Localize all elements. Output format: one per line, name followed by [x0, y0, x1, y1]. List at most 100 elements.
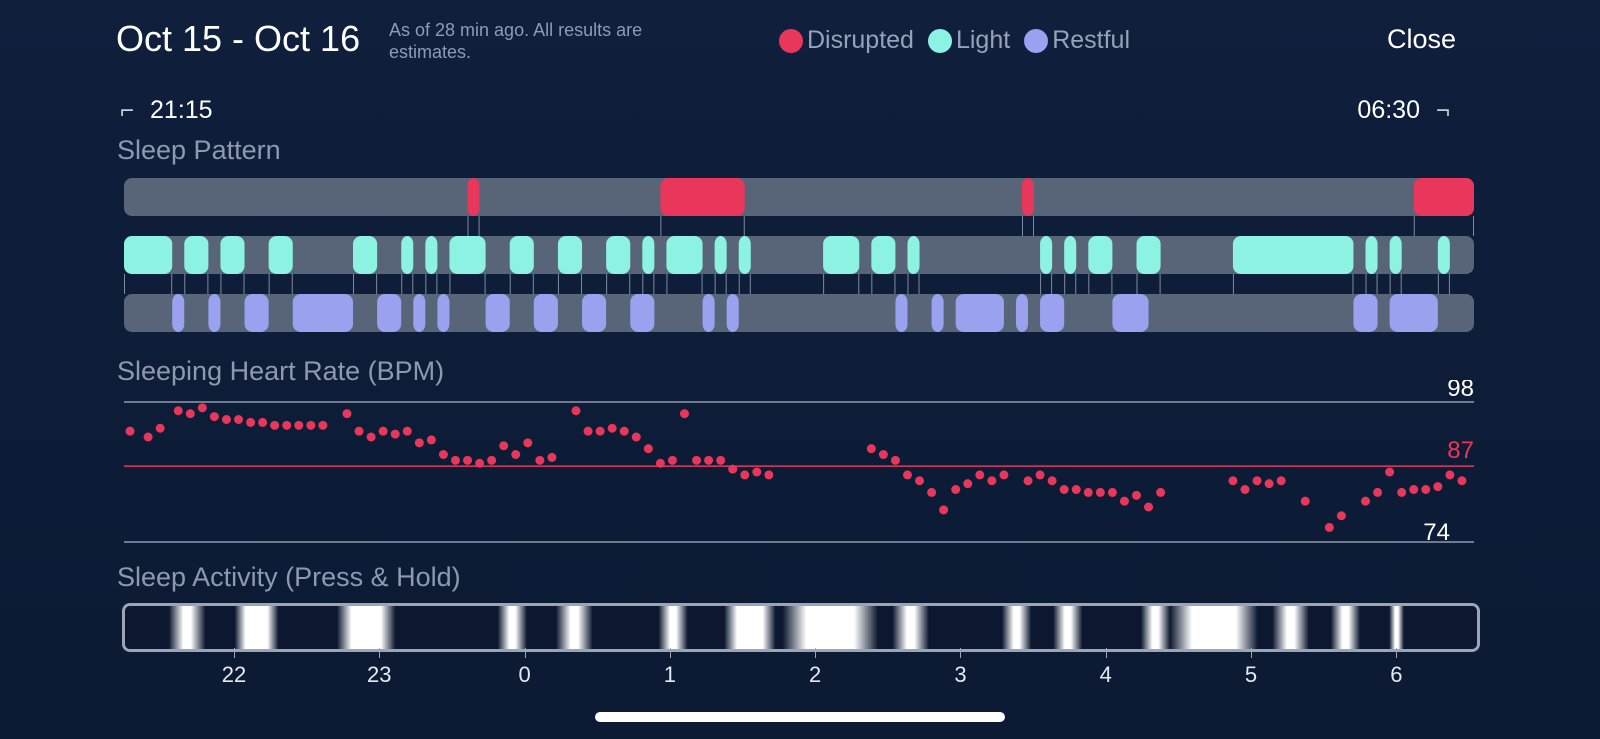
light-segment [642, 236, 655, 274]
heart-rate-point [987, 476, 997, 486]
start-time: ⌐ 21:15 [120, 96, 213, 125]
end-time: 06:30 ¬ [1357, 96, 1450, 125]
heart-rate-point [246, 417, 256, 427]
heart-rate-point [487, 455, 497, 465]
track-disrupted [124, 178, 1474, 216]
heart-rate-point [535, 455, 545, 465]
heart-rate-point [173, 406, 183, 416]
light-segment [401, 236, 414, 274]
legend-disrupted: Disrupted [778, 26, 914, 55]
restful-segment [726, 294, 739, 332]
heart-rate-point [1240, 485, 1250, 494]
heart-rate-point [915, 476, 925, 486]
heart-rate-point [1361, 496, 1371, 506]
heart-rate-point [1457, 476, 1467, 486]
light-segment [1136, 236, 1161, 274]
heart-rate-point [1300, 496, 1310, 506]
sleep-activity-scrubber[interactable] [122, 603, 1480, 652]
disrupted-segment [467, 178, 480, 216]
disrupted-segment [1021, 178, 1035, 216]
heart-rate-point [1252, 476, 1262, 486]
light-segment [1365, 236, 1378, 274]
light-segment [1232, 236, 1354, 274]
light-segment [738, 236, 751, 274]
close-button[interactable]: Close [1386, 24, 1456, 54]
light-segment [606, 236, 631, 274]
light-segment [268, 236, 293, 274]
heart-rate-point [951, 485, 961, 494]
heart-rate-point [1071, 485, 1081, 494]
heart-rate-point [475, 458, 485, 468]
heart-rate-point [963, 479, 973, 489]
legend-restful-label: Restful [1052, 26, 1130, 54]
light-segment [1064, 236, 1077, 274]
heart-rate-point [595, 426, 605, 436]
activity-band [125, 606, 1477, 649]
heart-rate-point [728, 464, 738, 474]
heart-rate-point [1336, 511, 1346, 521]
legend: Disrupted Light Restful [778, 26, 1130, 55]
heart-rate-point [866, 444, 876, 454]
restful-segment [582, 294, 607, 332]
heart-rate-point [402, 426, 412, 436]
heart-rate-point [939, 505, 949, 515]
heart-rate-point [1035, 470, 1045, 480]
heart-rate-point [667, 455, 677, 465]
light-segment [1088, 236, 1113, 274]
heart-rate-point [463, 455, 473, 465]
heart-rate-point [438, 450, 448, 459]
heart-rate-point [583, 426, 593, 436]
activity-tick-mark [669, 648, 671, 658]
activity-tick-mark [524, 648, 526, 658]
heart-rate-point [1132, 490, 1141, 500]
restful-segment [1112, 294, 1149, 332]
sleep-activity-title: Sleep Activity (Press & Hold) [117, 562, 461, 592]
heart-rate-point [752, 467, 762, 477]
home-indicator[interactable] [595, 712, 1005, 722]
restful-segment [931, 294, 944, 332]
sleep-pattern-chart [124, 178, 1474, 332]
restful-segment [413, 294, 426, 332]
heart-rate-point [1107, 487, 1117, 497]
activity-tick-label: 5 [1244, 662, 1258, 687]
light-segment [871, 236, 896, 274]
start-time-label: 21:15 [150, 96, 213, 124]
restful-segment [1015, 294, 1029, 332]
heart-rate-point [1373, 487, 1383, 497]
heart-rate-point [740, 470, 750, 480]
legend-restful: Restful [1024, 26, 1130, 55]
restful-segment [244, 294, 269, 332]
heart-rate-point [125, 426, 135, 436]
heart-rate-point [342, 409, 352, 419]
heart-rate-point [1409, 485, 1419, 494]
activity-tick-mark [379, 648, 381, 658]
light-segment [509, 236, 534, 274]
heart-rate-point [1397, 487, 1407, 497]
heart-rate-point [716, 455, 726, 465]
heart-rate-point [655, 458, 665, 468]
light-dot-icon [927, 28, 952, 53]
heart-rate-point [1276, 476, 1286, 486]
avg-label: 87 [1447, 437, 1474, 464]
end-time-label: 06:30 [1357, 96, 1420, 124]
heart-rate-point [1095, 487, 1105, 497]
activity-tick-mark [1251, 648, 1253, 658]
activity-tick-label: 1 [663, 662, 676, 687]
heart-rate-point [547, 452, 557, 462]
activity-tick-label: 2 [809, 662, 822, 687]
heart-rate-point [511, 450, 521, 459]
heart-rate-point [1119, 496, 1129, 506]
heart-rate-point [197, 403, 207, 413]
activity-tick-mark [1105, 648, 1107, 658]
page-title: Oct 15 - Oct 16 [116, 18, 361, 59]
heart-rate-point [619, 426, 629, 436]
heart-rate-point [927, 487, 937, 497]
restful-segment [630, 294, 655, 332]
legend-light-label: Light [955, 26, 1011, 54]
heart-rate-point [1023, 476, 1033, 486]
heart-rate-point [354, 426, 364, 436]
activity-tick-mark [1396, 648, 1398, 658]
heart-rate-point [366, 432, 376, 442]
heart-rate-point [294, 420, 304, 430]
disrupted-segment [660, 178, 745, 216]
